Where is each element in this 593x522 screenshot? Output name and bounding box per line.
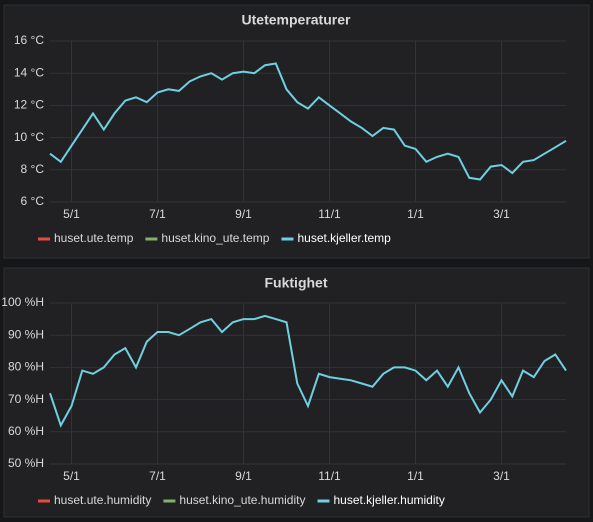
x-tick-label: 5/1 (63, 469, 80, 483)
legend-swatch (317, 499, 330, 503)
x-tick-label: 3/1 (493, 469, 510, 483)
x-tick-label: 7/1 (149, 469, 166, 483)
y-tick-label: 100 %H (1, 295, 44, 309)
panel-title: Utetemperaturer (242, 12, 351, 28)
y-tick-label: 14 °C (14, 65, 44, 79)
series-line (49, 62, 567, 181)
y-tick-label: 6 °C (21, 194, 45, 208)
x-tick-label: 11/1 (318, 469, 341, 483)
legend-label: huset.kino_ute.humidity (179, 493, 305, 507)
x-tick-label: 5/1 (63, 207, 80, 221)
series-line (49, 314, 567, 428)
legend-label: huset.kjeller.temp (297, 231, 391, 245)
legend-label: huset.ute.humidity (54, 493, 151, 507)
legend-swatch (38, 237, 50, 241)
y-tick-label: 90 %H (8, 327, 44, 341)
x-tick-label: 11/1 (318, 207, 341, 221)
x-tick-label: 7/1 (149, 207, 166, 221)
y-tick-label: 80 %H (8, 360, 44, 374)
x-tick-label: 1/1 (407, 207, 424, 221)
y-tick-label: 8 °C (21, 162, 45, 176)
legend-swatch (163, 499, 176, 503)
legend-label: huset.kjeller.humidity (333, 493, 444, 507)
x-tick-label: 9/1 (235, 207, 252, 221)
legend-swatch (145, 237, 158, 241)
x-tick-label: 3/1 (493, 207, 510, 221)
y-tick-label: 50 %H (8, 456, 44, 470)
y-tick-label: 12 °C (14, 98, 44, 112)
x-tick-label: 1/1 (407, 469, 424, 483)
y-tick-label: 10 °C (14, 130, 44, 144)
legend-swatch (38, 499, 50, 503)
y-tick-label: 60 %H (8, 424, 44, 438)
panel-title: Fuktighet (265, 275, 328, 291)
y-tick-label: 16 °C (14, 33, 44, 47)
y-tick-label: 70 %H (8, 392, 44, 406)
panel (3, 4, 590, 259)
legend-label: huset.ute.temp (54, 231, 134, 245)
legend-label: huset.kino_ute.temp (161, 231, 269, 245)
panel (3, 267, 590, 518)
x-tick-label: 9/1 (235, 469, 252, 483)
legend-swatch (281, 237, 294, 241)
